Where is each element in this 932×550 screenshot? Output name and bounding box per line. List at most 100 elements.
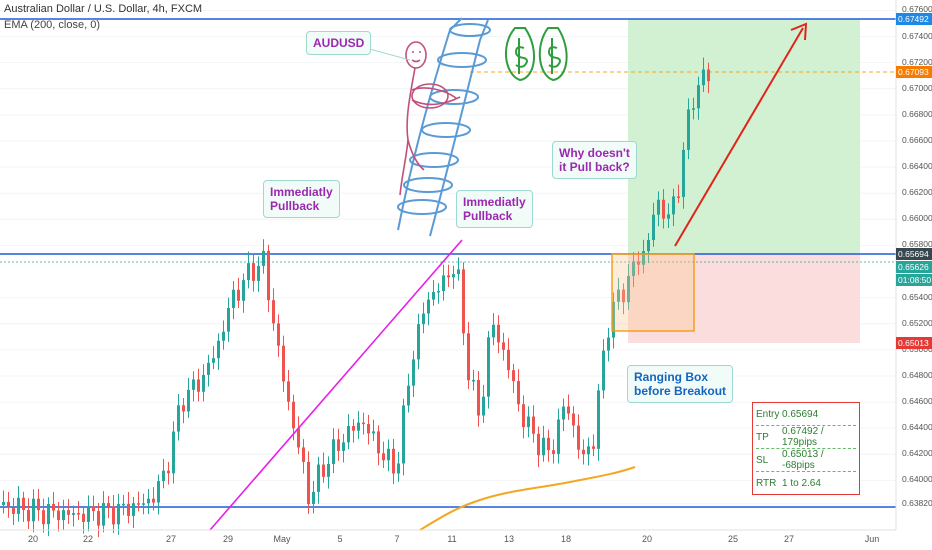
target-zone (628, 19, 860, 254)
candle-body (657, 199, 660, 215)
candle-body (522, 404, 525, 428)
candle-body (587, 446, 590, 455)
candle-body (62, 510, 65, 521)
candle-body (372, 431, 375, 434)
candle-body (627, 275, 630, 303)
stats-row-sl: SL 0.65013 / -68pips (756, 449, 856, 472)
candle-body (207, 362, 210, 375)
price-tick: 0.65200 (902, 317, 932, 328)
chart-title: Australian Dollar / U.S. Dollar, 4h, FXC… (4, 3, 203, 15)
price-tick: 0.66200 (902, 187, 932, 198)
candle-body (707, 69, 710, 82)
candle-body (347, 426, 350, 443)
stats-value: 1 to 2.64 (782, 477, 821, 489)
price-tick: 0.67400 (902, 30, 932, 41)
callout-pullback-1-line1: Immediatly (270, 185, 333, 199)
price-label: 0.65694 (896, 248, 932, 260)
time-tick: 27 (783, 534, 794, 544)
candle-body (232, 289, 235, 308)
candle-body (377, 431, 380, 454)
stats-row-rtr: RTR 1 to 2.64 (756, 472, 856, 494)
candle-body (457, 269, 460, 275)
candle-body (702, 69, 705, 86)
candle-body (132, 503, 135, 516)
candle-body (252, 263, 255, 281)
candle-body (2, 501, 5, 505)
time-tick: 7 (394, 534, 400, 544)
callout-audusd: AUDUSD (306, 31, 372, 55)
price-tick: 0.67000 (902, 82, 932, 93)
candle-body (642, 251, 645, 265)
candle-body (687, 109, 690, 150)
candle-body (167, 470, 170, 474)
candle-body (432, 292, 435, 300)
candle-body (667, 214, 670, 219)
candle-body (697, 85, 700, 109)
candle-body (532, 416, 535, 434)
candle-body (327, 463, 330, 477)
candle-body (672, 196, 675, 215)
candle-body (677, 196, 680, 198)
candle-body (542, 437, 545, 456)
candle-body (647, 239, 650, 252)
price-tick: 0.64400 (902, 422, 932, 433)
candle-body (77, 513, 80, 515)
candle-body (47, 504, 50, 525)
candle-body (257, 265, 260, 281)
stats-row-tp: TP 0.67492 / 179pips (756, 426, 856, 449)
stats-value: 0.65694 (782, 408, 819, 420)
candle-body (557, 419, 560, 454)
candle-body (527, 416, 530, 428)
trade-stats-box: Entry 0.65694 TP 0.67492 / 179pips SL 0.… (752, 402, 860, 495)
candle-body (222, 331, 225, 341)
candle-body (392, 448, 395, 474)
callout-pullback-2-line1: Immediatly (463, 195, 526, 209)
candle-body (262, 250, 265, 266)
callout-pullback-2: Immediatly Pullback (456, 190, 533, 228)
audusd-pointer (365, 47, 411, 61)
candle-body (507, 349, 510, 371)
price-tick: 0.66600 (902, 134, 932, 145)
candle-body (17, 497, 20, 514)
candle-body (397, 463, 400, 474)
candle-body (487, 337, 490, 397)
price-tick: 0.67600 (902, 4, 932, 15)
candles (2, 57, 710, 538)
candle-body (692, 108, 695, 110)
candle-body (112, 506, 115, 525)
candle-body (502, 342, 505, 350)
candle-body (617, 289, 620, 302)
candle-body (612, 301, 615, 338)
callout-question-line2: it Pull back? (559, 160, 630, 174)
candle-body (447, 275, 450, 278)
candle-body (512, 370, 515, 382)
candle-body (87, 506, 90, 522)
stats-value: 0.65013 / -68pips (782, 449, 824, 471)
ema-indicator-legend[interactable]: EMA (200, close, 0) (4, 19, 100, 31)
ema-line (419, 466, 636, 531)
candle-body (332, 439, 335, 464)
callout-ranging-line2: before Breakout (634, 384, 727, 398)
candle-body (362, 422, 365, 425)
candle-body (247, 263, 250, 281)
candle-body (92, 506, 95, 512)
callout-ranging-box: Ranging Box before Breakout (627, 365, 734, 403)
candle-body (342, 442, 345, 451)
candle-body (142, 503, 145, 505)
candle-body (652, 214, 655, 240)
candle-body (547, 437, 550, 451)
candle-body (367, 424, 370, 434)
price-tick: 0.63820 (902, 497, 932, 508)
price-label: 0.65013 (896, 337, 932, 349)
candle-body (287, 381, 290, 402)
candle-body (577, 425, 580, 450)
time-tick: 11 (447, 534, 457, 544)
time-tick: 22 (82, 534, 93, 544)
candle-body (227, 307, 230, 332)
callout-pullback-1: Immediatly Pullback (263, 180, 340, 218)
price-tick: 0.64800 (902, 369, 932, 380)
candle-body (152, 498, 155, 503)
candle-body (272, 300, 275, 324)
candle-body (492, 324, 495, 338)
